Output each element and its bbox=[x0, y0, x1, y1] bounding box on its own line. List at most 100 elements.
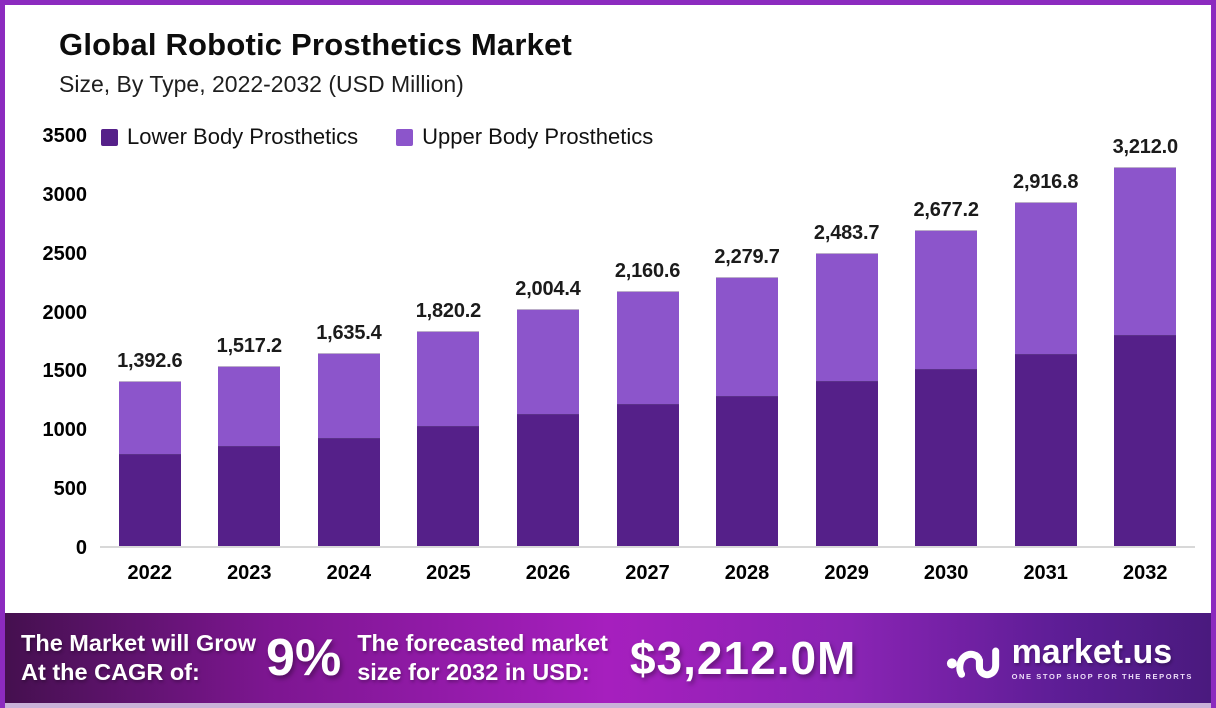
chart-legend: Lower Body Prosthetics Upper Body Prosthe… bbox=[101, 124, 653, 150]
bar-segment-upper-body bbox=[118, 382, 181, 456]
bar-value-label: 2,279.7 bbox=[714, 245, 780, 268]
x-axis-tick-label: 2022 bbox=[127, 562, 173, 584]
bar-segment-upper-body bbox=[716, 277, 779, 398]
y-axis-tick-label: 0 bbox=[75, 537, 87, 559]
bar-group: 2,916.8 2031 bbox=[996, 136, 1096, 584]
bar-segment-upper-body bbox=[218, 367, 281, 447]
bar-group: 1,517.2 2023 bbox=[200, 136, 300, 584]
bar-segment-lower-body bbox=[815, 382, 878, 546]
bar-group: 1,635.4 2024 bbox=[299, 136, 399, 585]
bar-segment-upper-body bbox=[317, 353, 380, 440]
bar-segment-upper-body bbox=[1014, 202, 1077, 356]
bar-stack bbox=[716, 277, 779, 546]
forecast-label-line2: size for 2032 in USD: bbox=[357, 659, 590, 685]
bar-stack bbox=[118, 382, 181, 546]
bar-stack bbox=[516, 310, 579, 546]
y-axis-tick-label: 2000 bbox=[42, 301, 88, 324]
y-axis-tick-label: 500 bbox=[53, 478, 87, 501]
x-axis-tick-label: 2026 bbox=[525, 562, 571, 584]
marketus-logo-icon bbox=[946, 647, 999, 679]
y-axis-tick-label: 2500 bbox=[42, 242, 88, 265]
x-axis-tick-label: 2032 bbox=[1122, 562, 1168, 584]
bar-segment-upper-body bbox=[915, 230, 978, 371]
bar-segment-lower-body bbox=[317, 439, 380, 546]
bar-value-label: 2,916.8 bbox=[1013, 170, 1079, 193]
bar-segment-upper-body bbox=[516, 310, 579, 416]
bar-group: 1,820.2 2025 bbox=[399, 136, 499, 584]
bar-group: 1,392.6 2022 bbox=[100, 136, 200, 584]
legend-item-lower-body: Lower Body Prosthetics bbox=[101, 124, 358, 150]
page-title: Global Robotic Prosthetics Market bbox=[59, 27, 573, 62]
y-axis-tick-label: 1000 bbox=[42, 419, 88, 442]
footer-banner: The Market will Grow At the CAGR of: 9% … bbox=[5, 613, 1211, 703]
bar-stack bbox=[616, 291, 679, 546]
bar-segment-lower-body bbox=[1014, 355, 1077, 546]
bar-stack bbox=[218, 367, 281, 546]
bars-row: 1,392.6 2022 1,517.2 2023 1,635.4 2024 1,820.2… bbox=[100, 135, 1195, 585]
plot-area: 1,392.6 2022 1,517.2 2023 1,635.4 2024 1,820.2… bbox=[100, 135, 1195, 585]
legend-swatch-icon bbox=[396, 128, 414, 146]
bar-segment-lower-body bbox=[516, 415, 579, 546]
x-axis-tick-label: 2023 bbox=[227, 562, 272, 584]
x-axis-tick-label: 2028 bbox=[724, 562, 770, 584]
bar-segment-lower-body bbox=[716, 397, 779, 546]
bar-stack bbox=[417, 331, 480, 546]
bar-segment-lower-body bbox=[218, 446, 281, 546]
bar-value-label: 2,160.6 bbox=[614, 259, 681, 282]
brand-tagline: ONE STOP SHOP FOR THE REPORTS bbox=[1011, 672, 1193, 681]
bar-segment-lower-body bbox=[118, 455, 181, 546]
x-axis-tick-label: 2027 bbox=[625, 562, 670, 584]
bar-value-label: 1,392.6 bbox=[117, 350, 183, 373]
bar-stack bbox=[1014, 202, 1077, 546]
bar-group: 2,483.7 2029 bbox=[797, 136, 897, 584]
bar-value-label: 2,004.4 bbox=[515, 278, 581, 301]
bottom-accent-strip bbox=[5, 703, 1211, 708]
bar-segment-upper-body bbox=[417, 331, 480, 428]
page-subtitle: Size, By Type, 2022-2032 (USD Million) bbox=[59, 71, 464, 97]
bar-value-label: 1,517.2 bbox=[216, 335, 283, 358]
x-axis-tick-label: 2024 bbox=[326, 562, 372, 584]
cagr-label: The Market will Grow At the CAGR of: bbox=[21, 629, 256, 686]
bar-segment-lower-body bbox=[616, 404, 679, 546]
bar-stack bbox=[317, 353, 380, 546]
forecast-label-line1: The forecasted market bbox=[357, 630, 608, 657]
bar-value-label: 2,677.2 bbox=[913, 198, 979, 221]
bar-stack bbox=[1114, 167, 1177, 546]
bar-value-label: 3,212.0 bbox=[1112, 135, 1179, 158]
bar-segment-lower-body bbox=[1114, 336, 1177, 546]
bar-group: 2,160.6 2027 bbox=[598, 136, 698, 584]
x-axis-tick-label: 2025 bbox=[426, 562, 471, 584]
forecast-value: $3,212.0M bbox=[629, 632, 857, 684]
bar-group: 3,212.0 2032 bbox=[1095, 135, 1195, 584]
y-axis-tick-label: 3000 bbox=[42, 183, 88, 206]
bar-stack bbox=[815, 253, 878, 546]
y-axis-tick-label: 1500 bbox=[42, 360, 88, 383]
x-axis-tick-label: 2031 bbox=[1023, 562, 1068, 584]
bar-segment-upper-body bbox=[815, 253, 878, 383]
bar-group: 2,279.7 2028 bbox=[697, 136, 797, 584]
chart-header: Global Robotic Prosthetics Market Size, … bbox=[59, 27, 572, 98]
bar-group: 2,677.2 2030 bbox=[896, 136, 996, 584]
bar-segment-lower-body bbox=[417, 427, 480, 546]
legend-item-upper-body: Upper Body Prosthetics bbox=[396, 124, 653, 150]
bar-segment-upper-body bbox=[616, 291, 679, 405]
legend-swatch-icon bbox=[101, 128, 118, 146]
bar-segment-upper-body bbox=[1114, 167, 1177, 337]
legend-label: Upper Body Prosthetics bbox=[422, 124, 654, 149]
bar-value-label: 2,483.7 bbox=[813, 221, 880, 244]
cagr-value: 9% bbox=[266, 629, 342, 687]
brand-logo: market.us ONE STOP SHOP FOR THE REPORTS bbox=[945, 634, 1193, 682]
cagr-label-line2: At the CAGR of: bbox=[21, 659, 200, 685]
x-axis-tick-label: 2029 bbox=[824, 562, 869, 584]
cagr-label-line1: The Market will Grow bbox=[21, 630, 257, 657]
bar-group: 2,004.4 2026 bbox=[498, 136, 598, 584]
bar-segment-lower-body bbox=[915, 370, 978, 546]
brand-name: market.us bbox=[1011, 633, 1173, 671]
bar-stack bbox=[915, 230, 978, 546]
forecast-label: The forecasted market size for 2032 in U… bbox=[357, 629, 608, 686]
y-axis-tick-label: 3500 bbox=[42, 125, 88, 147]
bar-value-label: 1,635.4 bbox=[316, 321, 382, 344]
bar-value-label: 1,820.2 bbox=[415, 299, 482, 322]
x-axis-tick-label: 2030 bbox=[923, 562, 969, 584]
